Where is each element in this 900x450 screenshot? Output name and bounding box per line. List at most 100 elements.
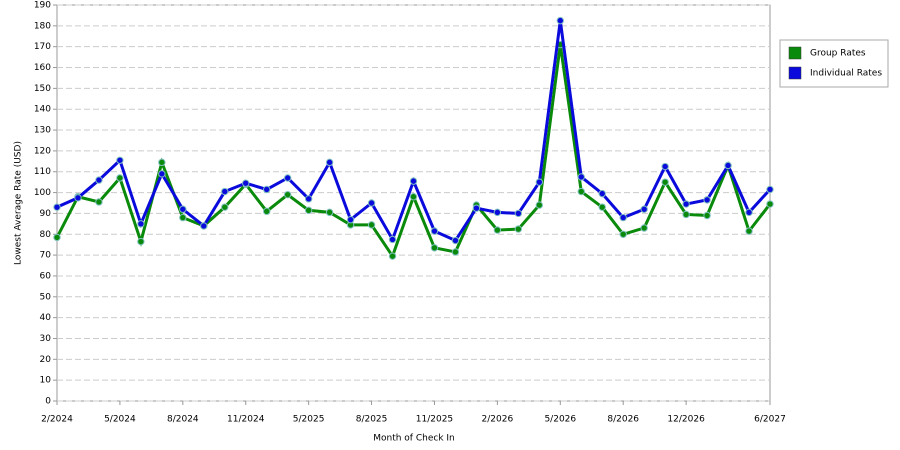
legend-swatch: [788, 66, 802, 80]
series-line: [55, 44, 772, 260]
legend-label: Individual Rates: [810, 69, 882, 79]
data-point: [745, 227, 753, 235]
x-tick-label: 11/2024: [227, 415, 265, 425]
data-point: [682, 200, 690, 208]
data-point: [179, 205, 187, 213]
data-point: [514, 225, 523, 233]
y-tick-label: 100: [34, 188, 51, 198]
y-tick-label: 50: [40, 292, 52, 302]
data-point: [221, 187, 229, 196]
data-point: [535, 178, 544, 186]
data-point: [766, 185, 774, 194]
y-axis-label: Lowest Average Rate (USD): [14, 141, 24, 265]
data-point: [493, 208, 502, 217]
x-tick-label: 8/2026: [607, 415, 639, 425]
data-point: [95, 176, 103, 184]
y-tick-label: 30: [40, 334, 52, 344]
data-point: [745, 208, 753, 217]
data-point: [724, 161, 732, 170]
data-point: [158, 170, 166, 178]
data-point: [179, 213, 187, 222]
data-point: [430, 227, 439, 235]
data-point: [514, 209, 523, 218]
legend-label: Group Rates: [810, 49, 866, 59]
x-tick-label: 5/2026: [544, 415, 576, 425]
y-tick-label: 80: [40, 230, 52, 240]
y-tick-label: 120: [34, 146, 51, 156]
y-tick-label: 140: [34, 105, 51, 115]
y-tick-label: 150: [34, 84, 51, 94]
y-tick-label: 60: [40, 271, 52, 281]
x-tick-label: 6/2027: [754, 415, 786, 425]
x-tick-label: 12/2026: [667, 415, 705, 425]
data-point: [682, 210, 690, 219]
data-point: [535, 201, 544, 209]
y-tick-label: 130: [34, 126, 51, 136]
data-point: [640, 224, 648, 232]
series-line: [56, 20, 772, 244]
y-tick-label: 170: [34, 42, 51, 52]
data-point: [367, 199, 376, 207]
data-point: [325, 208, 334, 217]
y-tick-label: 20: [40, 355, 52, 365]
legend-swatch: [788, 46, 802, 60]
data-point: [137, 220, 145, 228]
x-tick-label: 2/2024: [41, 415, 73, 425]
data-point: [137, 237, 145, 246]
y-tick-label: 190: [34, 1, 51, 11]
data-point: [556, 16, 564, 25]
data-point: [263, 207, 271, 216]
y-tick-label: 160: [34, 63, 51, 73]
data-point: [409, 193, 418, 201]
data-point: [703, 211, 711, 220]
data-point: [451, 248, 460, 256]
data-point: [577, 187, 585, 196]
x-tick-label: 8/2024: [167, 415, 199, 425]
x-tick-label: 2/2026: [482, 415, 514, 425]
data-point: [598, 189, 606, 198]
data-point: [493, 226, 502, 234]
data-point: [304, 195, 313, 203]
data-point: [158, 158, 166, 167]
data-point: [640, 205, 648, 213]
x-tick-label: 5/2024: [104, 415, 136, 425]
y-tick-label: 110: [34, 167, 51, 177]
y-tick-label: 180: [34, 21, 51, 31]
data-point: [116, 174, 124, 182]
data-point: [619, 213, 627, 222]
data-point: [263, 185, 271, 194]
data-point: [304, 206, 313, 214]
data-point: [53, 203, 61, 211]
plot-frame: [56, 4, 771, 402]
y-tick-label: 10: [40, 376, 52, 386]
data-point: [95, 198, 103, 206]
data-point: [283, 174, 292, 182]
x-tick-label: 8/2025: [356, 415, 388, 425]
data-point: [409, 177, 418, 185]
x-tick-label: 5/2025: [293, 415, 325, 425]
y-tick-label: 90: [40, 209, 52, 219]
data-point: [598, 203, 606, 211]
y-tick-label: 40: [40, 313, 52, 323]
x-tick-label: 11/2025: [416, 415, 453, 425]
data-point: [661, 178, 669, 186]
data-point: [242, 179, 250, 187]
data-point: [661, 162, 669, 171]
data-point: [388, 252, 397, 260]
data-point: [53, 233, 61, 242]
data-point: [283, 190, 292, 199]
data-point: [116, 156, 124, 164]
y-tick-label: 0: [45, 397, 51, 407]
data-point: [367, 221, 376, 229]
data-point: [766, 200, 774, 208]
data-point: [346, 215, 355, 224]
x-axis-label: Month of Check In: [373, 434, 455, 444]
data-point: [430, 244, 439, 252]
data-point: [472, 204, 481, 212]
data-point: [221, 203, 229, 211]
data-point: [325, 158, 334, 167]
data-point: [74, 194, 82, 202]
data-point: [451, 236, 460, 245]
y-tick-label: 70: [40, 251, 52, 261]
